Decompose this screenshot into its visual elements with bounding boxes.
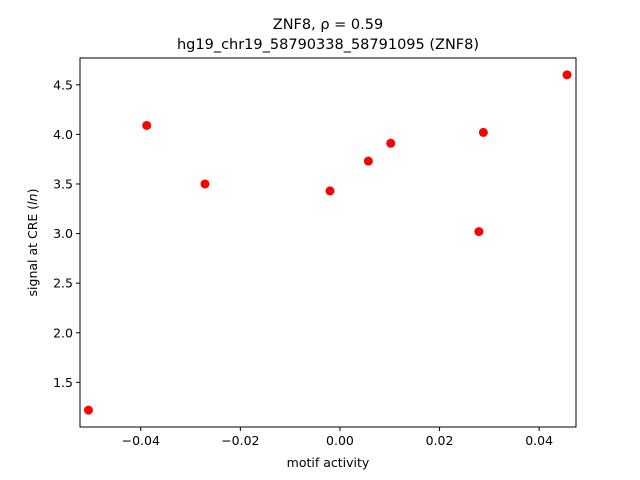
data-point — [562, 70, 572, 80]
y-tick-label: 2.0 — [53, 325, 73, 340]
data-point — [363, 156, 373, 166]
data-point — [386, 138, 396, 148]
chart-title-line1: ZNF8, ρ = 0.59 — [273, 17, 383, 33]
data-point — [142, 120, 152, 130]
y-tick-label: 3.0 — [53, 226, 73, 241]
x-axis-ticks: −0.04 −0.02 0.00 0.02 0.04 — [122, 427, 553, 448]
y-tick-label: 4.5 — [53, 77, 73, 92]
x-tick-label: −0.04 — [122, 433, 160, 448]
data-point — [478, 127, 488, 137]
y-axis-ticks: 1.5 2.0 2.5 3.0 3.5 4.0 4.5 — [53, 77, 80, 390]
y-tick-label: 1.5 — [53, 375, 73, 390]
plot-frame — [79, 57, 577, 428]
x-tick-label: 0.02 — [426, 433, 454, 448]
data-point — [325, 186, 335, 196]
data-point — [83, 405, 93, 415]
y-axis-label-suffix: ) — [25, 189, 40, 194]
y-axis-label-prefix: signal at CRE ( — [25, 205, 40, 297]
x-tick-label: 0.00 — [326, 433, 354, 448]
chart-title-line2: hg19_chr19_58790338_58791095 (ZNF8) — [177, 37, 479, 53]
y-tick-label: 2.5 — [53, 276, 73, 291]
x-tick-label: −0.02 — [221, 433, 259, 448]
data-points — [83, 70, 572, 415]
x-axis-label: motif activity — [287, 455, 370, 470]
y-axis-label-italic: ln — [25, 193, 40, 204]
data-point — [200, 179, 210, 189]
y-tick-label: 3.5 — [53, 176, 73, 191]
x-tick-label: 0.04 — [525, 433, 553, 448]
y-axis-label: signal at CRE (ln) — [25, 189, 40, 297]
data-point — [474, 227, 484, 237]
y-tick-label: 4.0 — [53, 127, 73, 142]
